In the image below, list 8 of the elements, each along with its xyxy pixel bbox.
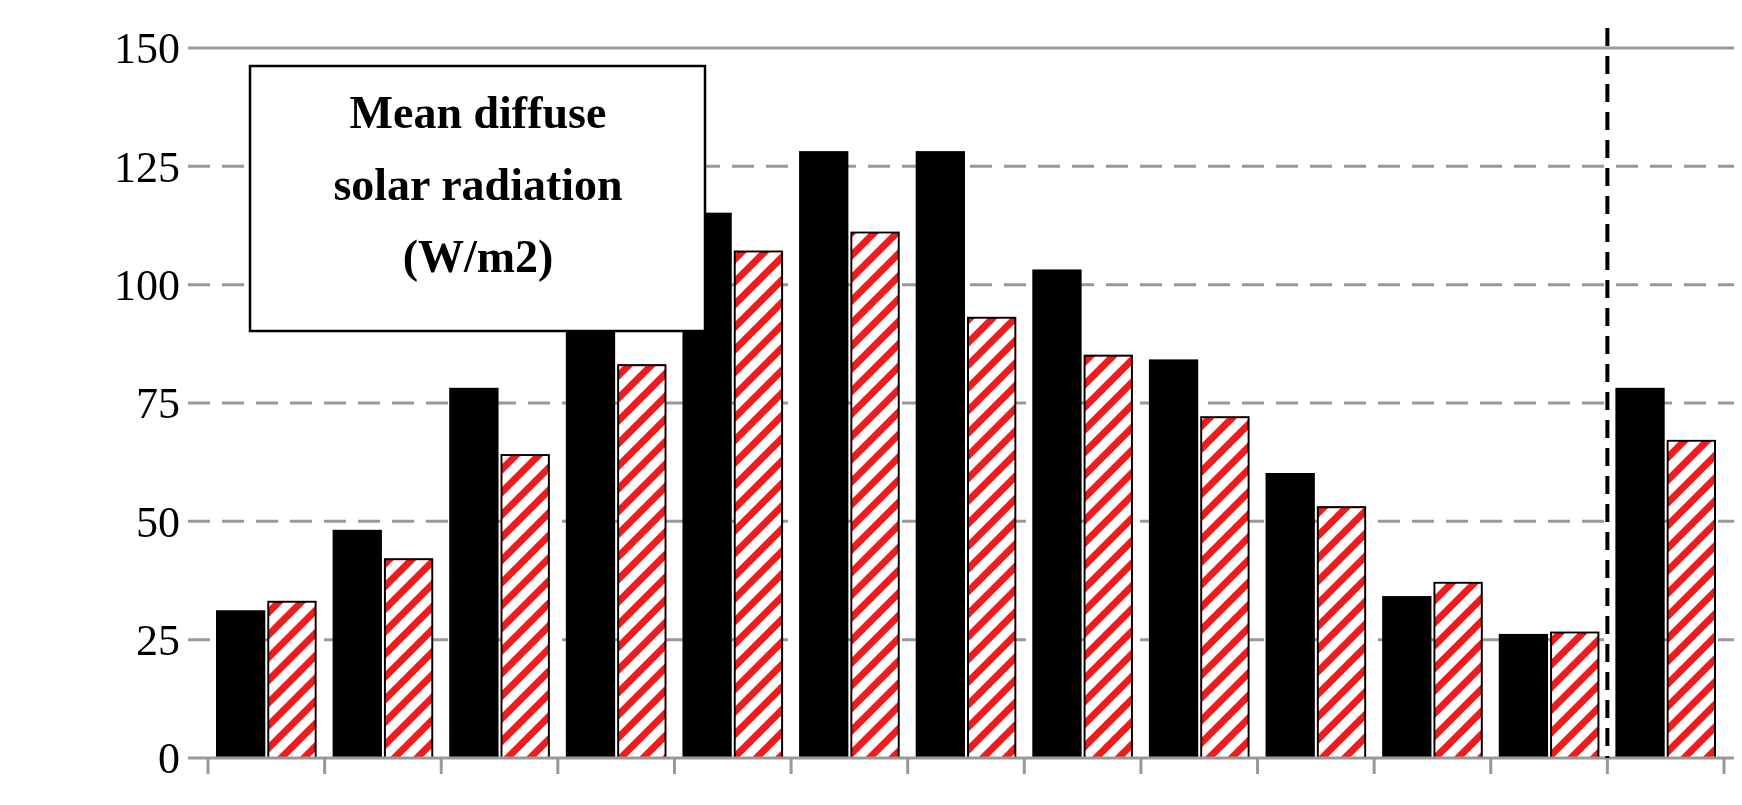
y-tick-label: 0: [158, 734, 180, 784]
y-tick-label: 75: [136, 379, 180, 429]
y-tick-label: 50: [136, 497, 180, 547]
y-tick-label: 25: [136, 616, 180, 666]
y-tick-label: 100: [114, 261, 180, 311]
y-tick-label: 150: [114, 24, 180, 74]
annotation: Mean diffuse solar radiation (W/m2): [333, 87, 623, 282]
y-tick-label: 125: [114, 142, 180, 192]
